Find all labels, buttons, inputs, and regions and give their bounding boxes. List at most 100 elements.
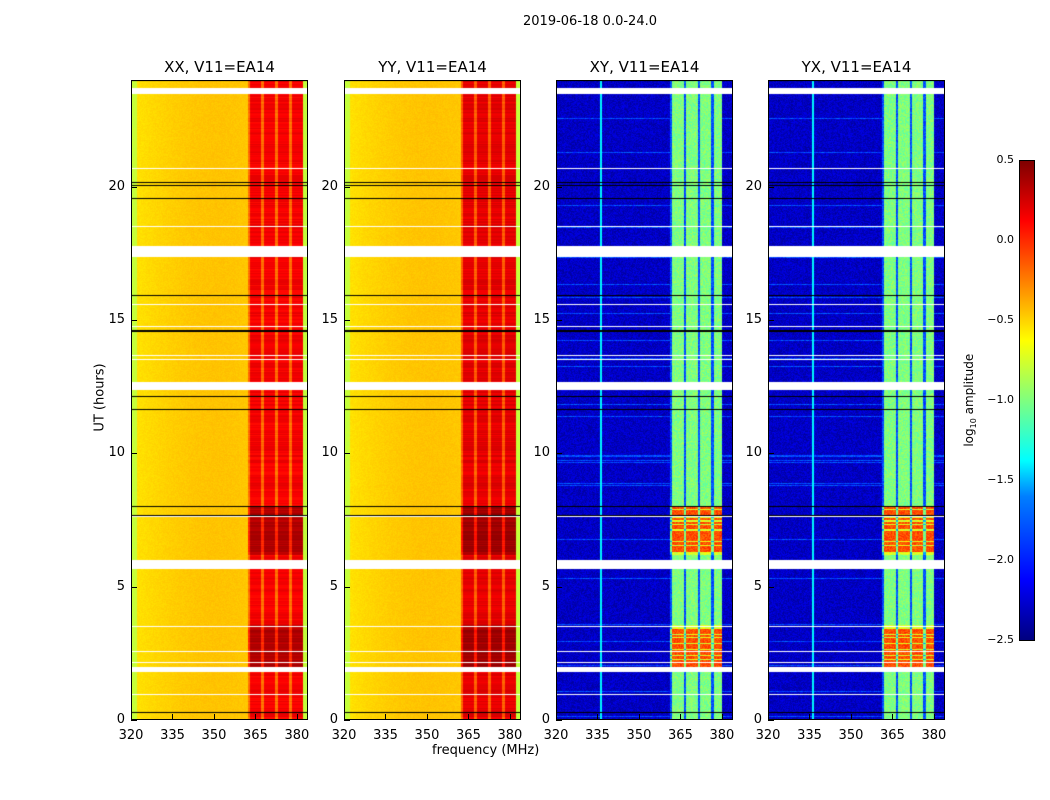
y-tick-mark [768,186,774,188]
y-tick-label: 15 [745,312,762,327]
y-tick-mark [768,586,774,588]
y-tick-label: 20 [321,178,338,194]
y-axis-label: UT (hours) [92,363,108,432]
panel-title: YX, V11=EA14 [801,58,912,76]
x-tick-mark [892,714,894,720]
y-tick-mark [556,586,562,588]
y-tick-label: 0 [753,712,762,727]
y-tick-label: 10 [108,445,125,461]
y-tick-mark [768,453,774,455]
y-tick-mark [344,720,350,721]
colorbar-tick-label: −1.5 [987,473,1014,486]
y-tick-label: 20 [745,178,762,194]
y-tick-mark [131,586,137,588]
x-tick-label: 335 [373,728,398,743]
colorbar-label: log10 amplitude [961,353,979,447]
x-tick-label: 380 [709,728,735,743]
x-tick-mark [933,714,935,720]
x-tick-mark [426,714,428,720]
panel-yy: YY, V11=EA14 320 335 350 365 380 0 5 10 15 20 [321,58,522,743]
y-tick-label: 0 [541,712,550,727]
x-tick-mark [809,714,811,720]
x-tick-label: 365 [243,728,268,743]
y-tick-mark [556,320,562,321]
y-tick-mark [768,720,774,721]
y-tick-mark [344,320,350,321]
panel-xx: XX, V11=EA14 320 335 350 365 380 0 5 10 15 20 [108,58,309,743]
heatmap-image [344,80,521,720]
y-tick-mark [131,186,137,188]
x-tick-label: 365 [456,728,481,743]
axes-frame [556,80,733,720]
panel-yx: YX, V11=EA14 320 335 350 365 380 0 5 10 15 20 [745,58,946,743]
x-tick-mark [296,714,298,720]
y-tick-label: 5 [116,578,125,594]
x-tick-mark [255,714,257,720]
x-tick-mark [850,714,852,720]
y-tick-label: 5 [329,578,338,594]
x-tick-label: 320 [331,728,357,743]
y-tick-label: 15 [533,312,550,327]
x-tick-mark [768,714,769,720]
x-tick-label: 350 [201,728,227,743]
x-tick-label: 365 [880,728,905,743]
x-tick-label: 335 [797,728,822,743]
x-tick-mark [131,714,132,720]
y-tick-label: 20 [108,178,125,194]
x-tick-label: 320 [118,728,144,743]
y-tick-label: 10 [321,445,338,461]
x-tick-mark [638,714,640,720]
y-tick-label: 0 [116,712,125,727]
y-tick-mark [344,453,350,455]
panel-title: XY, V11=EA14 [589,58,700,76]
panel-xy: XY, V11=EA14 320 335 350 365 380 0 5 10 15 20 [533,58,734,743]
x-axis-label: frequency (MHz) [432,743,540,758]
y-tick-label: 10 [745,445,762,461]
axes-frame [131,80,308,720]
axes-frame [344,80,521,720]
x-tick-label: 380 [497,728,523,743]
x-tick-label: 350 [626,728,652,743]
y-tick-label: 0 [329,712,338,727]
x-tick-mark [556,714,557,720]
x-tick-mark [213,714,215,720]
y-tick-mark [556,720,562,721]
heatmap-image [768,80,945,720]
y-tick-label: 15 [108,312,125,327]
y-tick-label: 15 [321,312,338,327]
y-tick-mark [131,453,137,455]
x-tick-label: 380 [921,728,947,743]
y-tick-mark [131,720,137,721]
colorbar-tick-label: −0.5 [987,313,1014,326]
y-tick-mark [556,186,562,188]
x-tick-mark [597,714,599,720]
heatmap-image [131,80,308,720]
y-tick-mark [344,186,350,188]
x-tick-label: 350 [838,728,864,743]
colorbar-tick-label: −2.0 [987,553,1014,566]
x-tick-label: 335 [160,728,185,743]
x-tick-mark [344,714,345,720]
x-tick-mark [509,714,511,720]
x-tick-label: 380 [284,728,310,743]
y-tick-label: 5 [541,578,550,594]
y-tick-mark [768,320,774,321]
figure-title: 2019-06-18 0.0-24.0 [523,14,657,29]
x-tick-mark [680,714,682,720]
heatmap-image [556,80,733,720]
colorbar-tick-label: −1.0 [987,393,1014,406]
x-tick-label: 350 [414,728,440,743]
y-tick-mark [556,453,562,455]
y-tick-label: 10 [533,445,550,461]
axes-frame [768,80,945,720]
x-tick-label: 320 [543,728,569,743]
colorbar [1019,160,1035,641]
x-tick-label: 365 [668,728,693,743]
x-tick-label: 335 [585,728,610,743]
x-tick-label: 320 [755,728,781,743]
y-tick-label: 20 [533,178,550,194]
y-tick-mark [131,320,137,321]
colorbar-tick-label: 0.5 [996,153,1015,166]
x-tick-mark [385,714,387,720]
panel-title: YY, V11=EA14 [378,58,487,76]
